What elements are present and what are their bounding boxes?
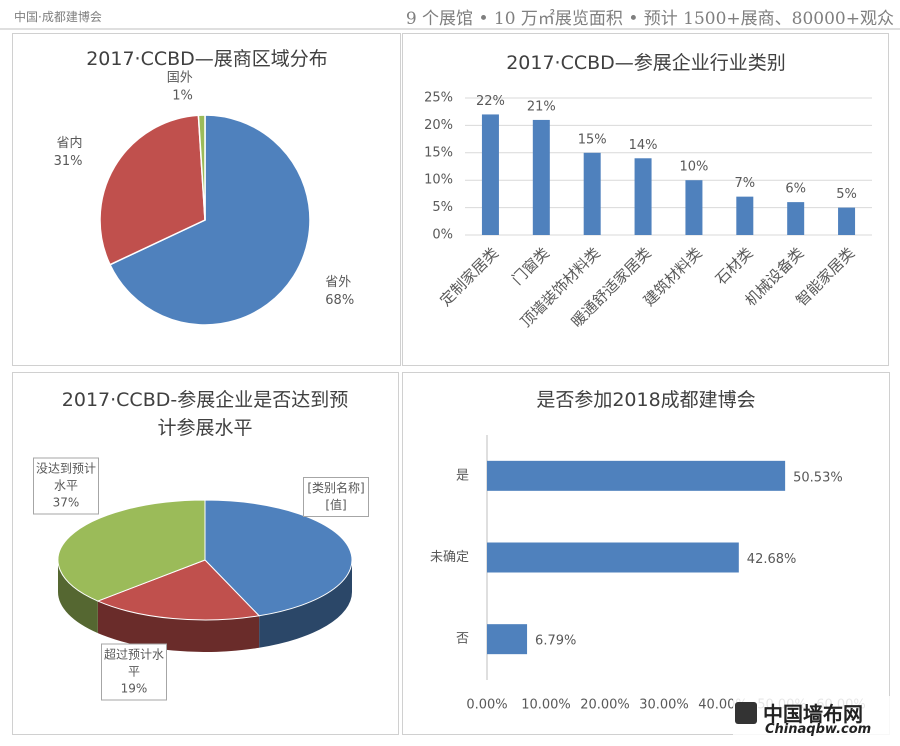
value-label: 10%	[679, 160, 708, 175]
y-tick-label: 未确定	[430, 550, 469, 565]
bar	[838, 207, 856, 235]
y-tick-label: 否	[456, 632, 469, 647]
bar	[583, 152, 601, 235]
watermark-icon	[735, 702, 757, 724]
chart-title: 是否参加2018成都建博会	[536, 389, 756, 411]
value-label: 6.79%	[535, 634, 576, 649]
bar	[481, 114, 499, 235]
bar	[487, 542, 739, 573]
logo: 中国·成都建博会	[14, 10, 102, 24]
pie-slice	[99, 114, 206, 266]
y-tick-label: 10%	[424, 173, 453, 188]
value-label: 14%	[629, 138, 658, 153]
y-tick-label: 0%	[432, 228, 453, 243]
y-tick-label: 15%	[424, 145, 453, 160]
pie-value-label: 31%	[54, 154, 83, 169]
pie-slice	[197, 114, 206, 221]
bar	[487, 460, 786, 491]
bar	[532, 119, 550, 235]
x-tick-label: 20.00%	[580, 698, 630, 713]
chart-title: 2017·CCBD—参展企业行业类别	[506, 52, 786, 74]
bar	[685, 180, 703, 235]
data-label-value: 19%	[120, 681, 148, 696]
data-label-category: 超过预计水平	[103, 647, 164, 679]
value-label: 50.53%	[793, 470, 843, 485]
data-label: 没达到预计水平 37%	[33, 457, 99, 515]
panel	[12, 33, 401, 366]
x-tick-label: 定制家居类	[436, 244, 502, 310]
bar	[487, 624, 528, 655]
value-label: 22%	[476, 94, 505, 109]
pie-slice	[57, 499, 206, 602]
data-label-category: 没达到预计水平	[35, 461, 96, 493]
value-label: 6%	[785, 182, 806, 197]
data-label-value: [值]	[325, 498, 347, 512]
value-label: 7%	[735, 176, 756, 191]
data-label-value: 37%	[52, 495, 80, 510]
x-tick-label: 石材类	[712, 244, 757, 289]
y-tick-label: 25%	[424, 91, 453, 106]
bar	[787, 202, 805, 235]
value-label: 15%	[578, 132, 607, 147]
x-tick-label: 门窗类	[508, 244, 553, 289]
watermark-url: Chinaqbw.com	[765, 722, 872, 737]
x-tick-label: 30.00%	[639, 698, 689, 713]
data-label-category: [类别名称]	[307, 481, 365, 495]
pie-category-label: 省外	[325, 275, 351, 290]
data-label: [类别名称] [值]	[303, 477, 369, 517]
y-tick-label: 5%	[432, 200, 453, 215]
pie-category-label: 国外	[167, 71, 193, 86]
pie-slice	[108, 114, 311, 326]
tagline: 9 个展馆 • 10 万㎡展览面积 • 预计 1500+展商、80000+观众	[405, 9, 894, 29]
value-label: 21%	[527, 99, 556, 114]
pie-value-label: 1%	[172, 89, 193, 104]
y-tick-label: 是	[456, 468, 469, 483]
pie-slice	[204, 499, 353, 617]
value-label: 5%	[836, 187, 857, 202]
x-tick-label: 0.00%	[466, 698, 507, 713]
panel	[402, 33, 889, 366]
data-label: 超过预计水平 19%	[101, 643, 167, 701]
y-tick-label: 20%	[424, 118, 453, 133]
x-tick-label: 10.00%	[521, 698, 571, 713]
watermark: 中国墙布网 Chinaqbw.com	[733, 696, 893, 740]
pie-side	[58, 560, 98, 634]
watermark-name: 中国墙布网	[763, 702, 863, 726]
bar	[736, 196, 754, 235]
pie-category-label: 省内	[57, 135, 83, 151]
panel	[12, 372, 399, 735]
chart-title: 2017·CCBD-参展企业是否达到预计参展水平	[61, 389, 349, 439]
pie-slice	[96, 559, 261, 621]
panel	[402, 372, 890, 735]
chart-title: 2017·CCBD—展商区域分布	[86, 48, 328, 70]
bar	[634, 158, 652, 235]
value-label: 42.68%	[747, 552, 797, 567]
pie-value-label: 68%	[325, 293, 354, 308]
